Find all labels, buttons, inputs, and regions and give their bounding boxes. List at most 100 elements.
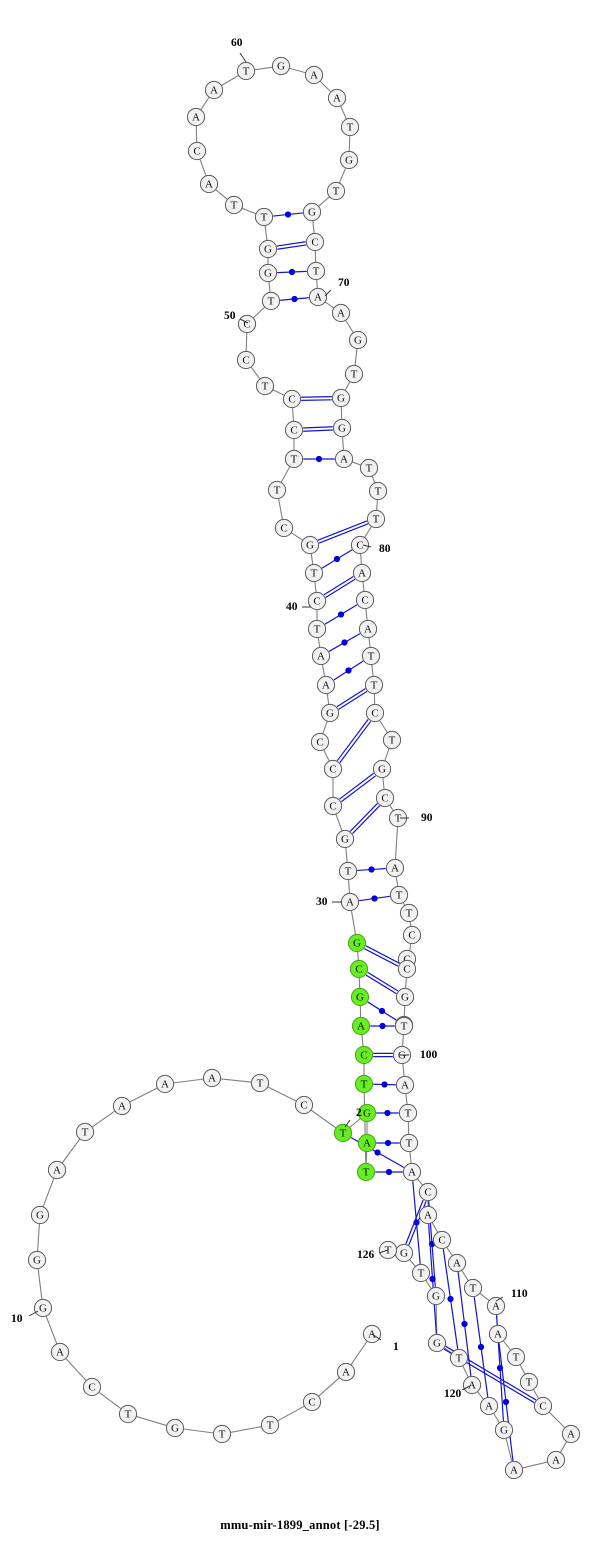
nucleotide-41[interactable]: T [304,563,324,583]
nucleotide-44[interactable]: T [267,480,287,500]
nucleotide-circle[interactable] [335,829,355,849]
nucleotide-117[interactable]: A [504,1460,524,1480]
nucleotide-123[interactable]: G [426,1286,446,1306]
nucleotide-circle[interactable] [375,788,395,808]
nucleotide-85[interactable]: T [364,675,384,695]
nucleotide-circle[interactable] [267,480,287,500]
nucleotide-27[interactable]: G [350,987,370,1007]
nucleotide-circle[interactable] [311,646,331,666]
nucleotide-104[interactable]: A [402,1162,422,1182]
nucleotide-circle[interactable] [397,959,417,979]
nucleotide-circle[interactable] [504,1460,524,1480]
nucleotide-23[interactable]: T [356,1162,376,1182]
nucleotide-circle[interactable] [320,703,340,723]
nucleotide-101[interactable]: A [395,1075,415,1095]
nucleotide-circle[interactable] [418,1205,438,1225]
nucleotide-circle[interactable] [186,107,206,127]
nucleotide-circle[interactable] [331,303,351,323]
nucleotide-circle[interactable] [323,759,343,779]
nucleotide-circle[interactable] [402,1162,422,1182]
nucleotide-circle[interactable] [30,1205,50,1225]
nucleotide-circle[interactable] [305,232,325,252]
nucleotide-circle[interactable] [358,619,378,639]
nucleotide-circle-highlighted[interactable] [350,987,370,1007]
nucleotide-circle[interactable] [327,88,347,108]
nucleotide-75[interactable]: G [332,418,352,438]
nucleotide-6[interactable]: G [165,1418,185,1438]
nucleotide-circle[interactable] [533,1396,553,1416]
nucleotide-circle[interactable] [340,117,360,137]
nucleotide-86[interactable]: C [365,703,385,723]
nucleotide-17[interactable]: A [202,1068,222,1088]
nucleotide-26[interactable]: A [351,1016,371,1036]
nucleotide-circle[interactable] [395,987,415,1007]
nucleotide-103[interactable]: T [399,1133,419,1153]
nucleotide-circle[interactable] [284,420,304,440]
nucleotide-60[interactable]: T [236,61,256,81]
nucleotide-circle[interactable] [426,1286,446,1306]
nucleotide-circle[interactable] [331,388,351,408]
nucleotide-circle[interactable] [427,1333,447,1353]
nucleotide-28[interactable]: C [349,959,369,979]
nucleotide-76[interactable]: A [334,449,354,469]
nucleotide-circle[interactable] [561,1424,581,1444]
nucleotide-59[interactable]: A [204,80,224,100]
nucleotide-82[interactable]: C [355,590,375,610]
nucleotide-circle[interactable] [155,1074,175,1094]
nucleotide-124[interactable]: T [411,1263,431,1283]
nucleotide-circle[interactable] [306,261,326,281]
nucleotide-102[interactable]: T [398,1103,418,1123]
nucleotide-13[interactable]: A [47,1160,67,1180]
nucleotide-71[interactable]: A [331,303,351,323]
nucleotide-80[interactable]: C [350,535,370,555]
nucleotide-circle[interactable] [82,1377,102,1397]
nucleotide-8[interactable]: C [82,1377,102,1397]
nucleotide-94[interactable]: C [402,925,422,945]
nucleotide-105[interactable]: C [418,1182,438,1202]
nucleotide-circle[interactable] [271,56,291,76]
nucleotide-circle[interactable] [462,1375,482,1395]
nucleotide-58[interactable]: A [186,107,206,127]
nucleotide-circle[interactable] [339,150,359,170]
nucleotide-10[interactable]: G [33,1298,53,1318]
nucleotide-circle[interactable] [359,458,379,478]
nucleotide-circle[interactable] [350,535,370,555]
nucleotide-circle[interactable] [486,1296,506,1316]
nucleotide-circle[interactable] [118,1404,138,1424]
nucleotide-14[interactable]: T [75,1122,95,1142]
nucleotide-circle[interactable] [399,1133,419,1153]
nucleotide-120[interactable]: A [462,1375,482,1395]
nucleotide-circle-highlighted[interactable] [354,1045,374,1065]
nucleotide-circle[interactable] [254,207,274,227]
nucleotide-circle-highlighted[interactable] [351,1016,371,1036]
nucleotide-circle[interactable] [50,1342,70,1362]
nucleotide-53[interactable]: G [258,239,278,259]
nucleotide-circle[interactable] [236,350,256,370]
nucleotide-circle[interactable] [479,1396,499,1416]
nucleotide-circle[interactable] [355,590,375,610]
nucleotide-circle[interactable] [300,535,320,555]
nucleotide-circle-highlighted[interactable] [347,933,367,953]
nucleotide-77[interactable]: T [359,458,379,478]
nucleotide-49[interactable]: C [236,350,256,370]
nucleotide-25[interactable]: T [354,1074,374,1094]
nucleotide-2[interactable]: A [336,1362,356,1382]
nucleotide-65[interactable]: G [339,150,359,170]
nucleotide-78[interactable]: T [368,481,388,501]
nucleotide-circle[interactable] [310,732,330,752]
nucleotide-circle[interactable] [506,1347,526,1367]
nucleotide-circle[interactable] [307,619,327,639]
nucleotide-62[interactable]: A [304,65,324,85]
nucleotide-32[interactable]: G [335,829,355,849]
nucleotide-40[interactable]: C [307,591,327,611]
nucleotide-circle[interactable] [361,646,381,666]
nucleotide-97[interactable]: G [395,987,415,1007]
nucleotide-96[interactable]: C [397,959,417,979]
nucleotide-87[interactable]: T [382,730,402,750]
nucleotide-circle[interactable] [546,1450,566,1470]
nucleotide-circle[interactable] [402,925,422,945]
nucleotide-67[interactable]: G [302,202,322,222]
nucleotide-circle[interactable] [258,263,278,283]
nucleotide-15[interactable]: A [112,1096,132,1116]
nucleotide-circle[interactable] [326,181,346,201]
